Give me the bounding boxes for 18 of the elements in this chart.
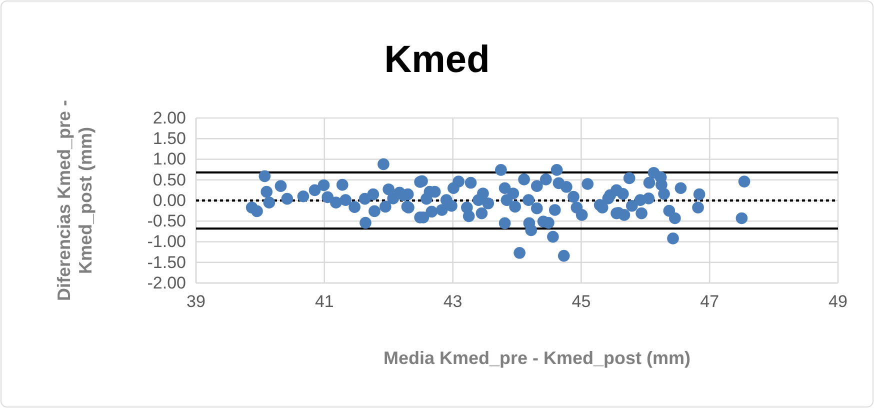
x-tick-label: 41 [314,292,334,312]
y-tick-label: -1.00 [147,232,186,252]
y-tick-label: -1.50 [147,252,186,272]
x-tick-label: 49 [828,292,848,312]
y-tick-label: -0.50 [147,212,186,231]
y-tick-label: 0.50 [152,170,186,190]
y-axis-title: Diferencias Kmed_pre - Kmed_post (mm) [54,100,96,302]
y-tick-label: 1.50 [152,129,186,148]
x-tick-label: 43 [443,292,462,312]
x-tick-label: 45 [572,292,591,312]
y-tick-label: 2.00 [152,108,186,128]
x-tick-label: 47 [700,292,720,312]
y-tick-label: 1.00 [152,150,186,169]
x-tick-label: 39 [186,292,206,312]
y-tick-label: -2.00 [147,273,186,292]
x-axis-title: Media Kmed_pre - Kmed_post (mm) [383,348,691,368]
y-tick-label: 0.00 [152,190,186,210]
chart-title: Kmed [384,39,490,81]
